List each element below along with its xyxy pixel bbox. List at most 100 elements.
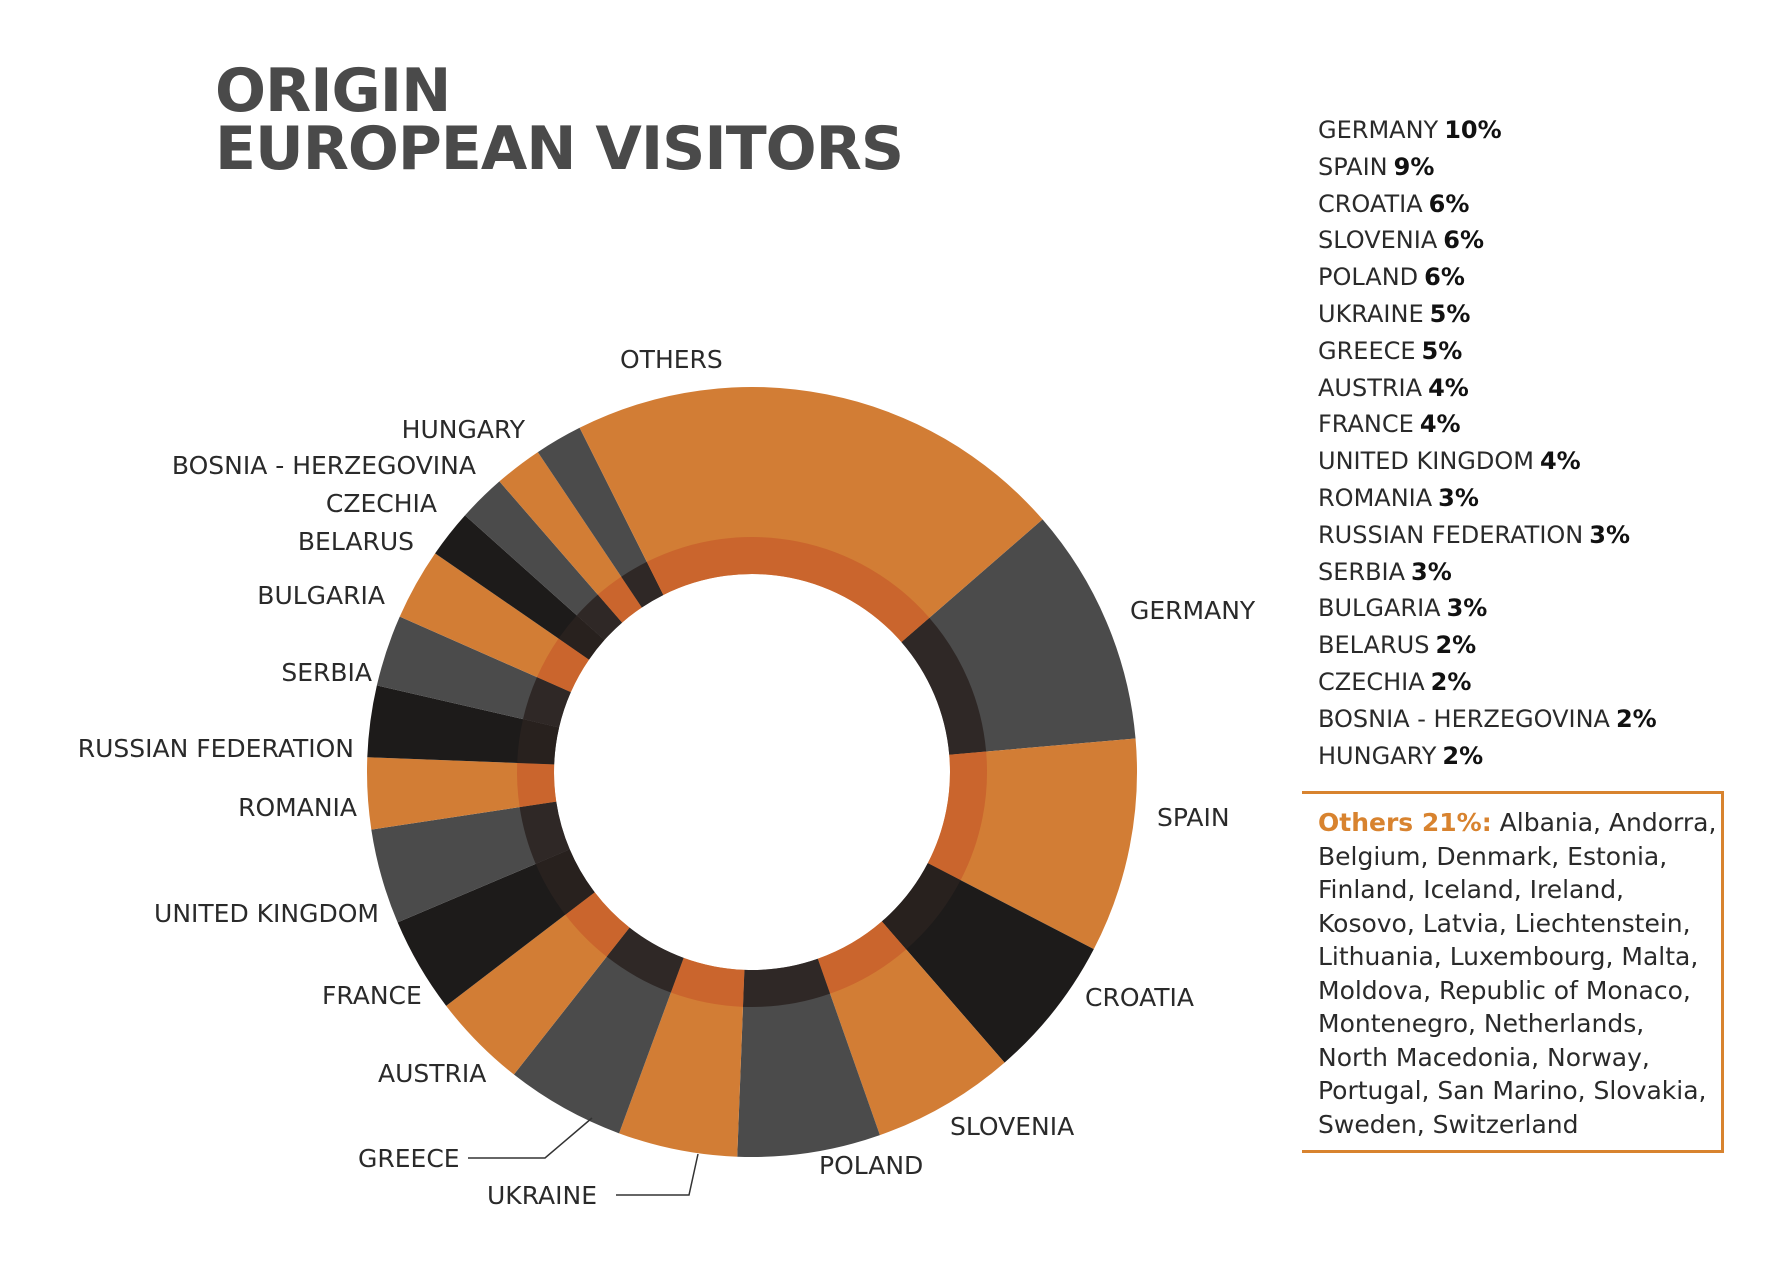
others-list: Albania, Andorra, Belgium, Denmark, Esto… [1318,808,1717,1139]
inner-band-poland [742,958,831,1007]
legend-value: 3% [1589,520,1630,549]
legend-name: FRANCE [1318,410,1414,439]
legend-name: CZECHIA [1318,667,1425,696]
legend-item-united-kingdom: UNITED KINGDOM 4% [1318,443,1657,480]
legend-item-russian-federation: RUSSIAN FEDERATION 3% [1318,517,1657,554]
legend-value: 6% [1428,189,1470,218]
inner-band-greece [606,927,684,993]
legend-value: 2% [1435,631,1477,660]
label-croatia: CROATIA [1085,983,1194,1012]
legend-item-romania: ROMANIA 3% [1318,480,1657,517]
legend-name: BOSNIA - HERZEGOVINA [1318,704,1610,733]
legend-name: CROATIA [1318,189,1423,218]
label-hungary: HUNGARY [402,415,526,444]
inner-band-ukraine [670,957,745,1007]
legend-item-croatia: CROATIA 6% [1318,186,1657,223]
leader-lines [468,1117,699,1196]
legend-value: 9% [1393,152,1435,181]
label-serbia: SERBIA [281,658,372,687]
segment-serbia [376,616,571,728]
legend-name: SLOVENIA [1318,226,1438,255]
inner-ring [517,537,987,1007]
inner-band-france [535,849,595,915]
segment-hungary [537,427,664,608]
inner-band-romania [517,762,557,808]
segment-bosnia-herzegovina [499,452,642,623]
segment-romania [367,757,557,830]
legend-value: 2% [1430,667,1472,696]
label-bulgaria: BULGARIA [257,581,385,610]
legend-item-austria: AUSTRIA 4% [1318,370,1657,407]
legend-value: 4% [1539,447,1581,476]
label-romania: ROMANIA [238,793,357,822]
inner-band-bosnia-herzegovina [597,576,642,623]
legend-name: UKRAINE [1318,299,1424,328]
label-czechia: CZECHIA [326,489,437,518]
segment-russian-federation [367,685,560,765]
label-others: OTHERS [620,345,723,374]
legend-name: BELARUS [1318,631,1430,660]
legend-value: 4% [1428,373,1469,402]
legend-value: 6% [1424,263,1465,292]
others-heading: Others 21%: [1318,808,1492,837]
legend-item-greece: GREECE 5% [1318,333,1657,370]
label-slovenia: SLOVENIA [950,1112,1074,1141]
label-ukraine: UKRAINE [487,1181,597,1210]
label-poland: POLAND [819,1151,923,1180]
inner-band-bulgaria [536,638,590,693]
legend-name: SERBIA [1318,557,1406,586]
legend-value: 3% [1411,557,1452,586]
legend-item-bosnia-herzegovina: BOSNIA - HERZEGOVINA 2% [1318,701,1657,738]
legend-name: UNITED KINGDOM [1318,447,1534,476]
inner-band-slovenia [817,921,907,994]
legend-name: ROMANIA [1318,483,1433,512]
inner-band-croatia [881,863,961,950]
inner-band-others [646,537,930,643]
segment-austria [446,892,630,1075]
segment-united-kingdom [371,801,570,923]
legend-name: RUSSIAN FEDERATION [1318,520,1584,549]
inner-band-germany [901,617,987,755]
inner-band-austria [565,892,630,957]
legend-name: BULGARIA [1318,594,1441,623]
legend-item-hungary: HUNGARY 2% [1318,738,1657,775]
legend-name: AUSTRIA [1318,373,1423,402]
legend-value: 6% [1443,226,1484,255]
legend-item-czechia: CZECHIA 2% [1318,664,1657,701]
legend-item-spain: SPAIN 9% [1318,149,1657,186]
segment-czechia [464,481,623,641]
label-bosnia-herzegovina: BOSNIA - HERZEGOVINA [172,451,476,480]
title-line-1: ORIGIN [215,56,451,126]
others-box: Others 21%: Albania, Andorra, Belgium, D… [1302,791,1724,1153]
legend-value: 3% [1446,594,1488,623]
label-germany: GERMANY [1130,596,1256,625]
leader-line-greece [468,1117,593,1159]
segment-france [397,849,595,1006]
title-line-2: EUROPEAN VISITORS [215,114,904,184]
inner-band-russian-federation [517,719,560,765]
legend-item-belarus: BELARUS 2% [1318,627,1657,664]
legend-item-slovenia: SLOVENIA 6% [1318,222,1657,259]
donut-segments [367,387,1137,1157]
legend-item-ukraine: UKRAINE 5% [1318,296,1657,333]
label-belarus: BELARUS [298,527,414,556]
legend-name: SPAIN [1318,152,1388,181]
legend-item-poland: POLAND 6% [1318,259,1657,296]
segment-belarus [435,515,605,660]
inner-band-czechia [576,594,623,641]
leader-line-ukraine [616,1153,699,1196]
legend-value: 2% [1615,704,1657,733]
label-greece: GREECE [358,1144,460,1173]
legend-name: HUNGARY [1318,741,1437,770]
legend-value: 3% [1438,483,1479,512]
label-russian-federation: RUSSIAN FEDERATION [78,734,354,763]
segment-bulgaria [399,553,590,693]
legend-value: 5% [1421,336,1463,365]
inner-band-belarus [558,615,605,660]
label-france: FRANCE [322,981,422,1010]
legend: GERMANY 10% SPAIN 9% CROATIA 6% SLOVENIA 6% POLA… [1318,112,1657,774]
label-spain: SPAIN [1157,803,1230,832]
legend-item-serbia: SERBIA 3% [1318,554,1657,591]
label-austria: AUSTRIA [378,1059,486,1088]
